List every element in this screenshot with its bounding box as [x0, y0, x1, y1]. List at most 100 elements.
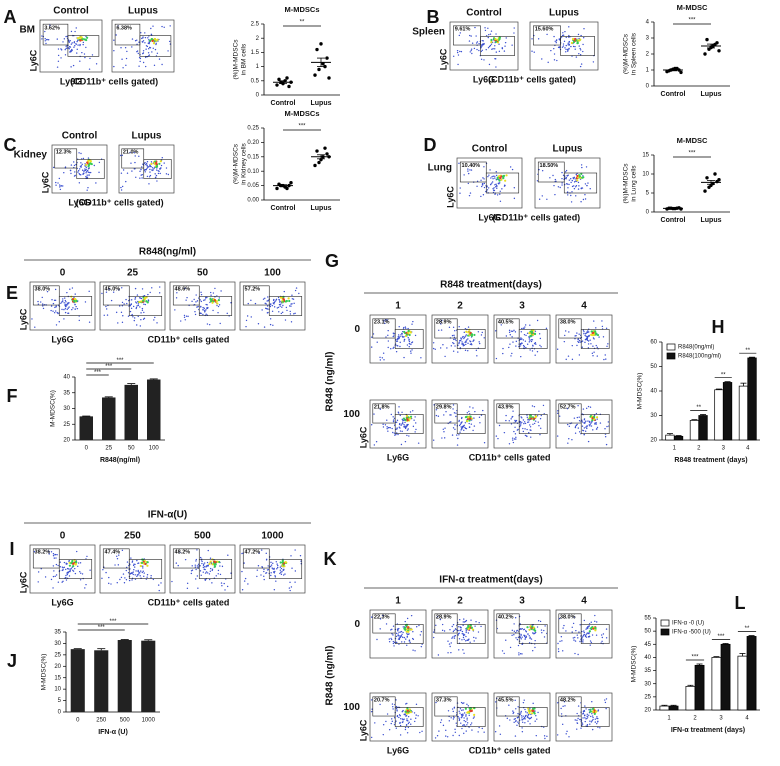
flow-dense-event [495, 40, 498, 43]
flow-event [582, 639, 584, 641]
flow-event [586, 723, 589, 726]
flow-event [505, 639, 507, 641]
flow-event [525, 636, 527, 639]
flow-event [40, 301, 42, 303]
flow-dense-event [210, 298, 213, 301]
flow-event [209, 557, 212, 559]
flow-event [565, 178, 567, 180]
flow-dense-event [408, 708, 411, 711]
flow-dense-event [578, 175, 581, 178]
flow-event [151, 167, 154, 169]
flow-event [590, 343, 592, 345]
flow-event [370, 699, 373, 701]
flow-event [216, 304, 218, 307]
flow-event [458, 717, 460, 719]
y-tick-label: 1.5 [251, 50, 260, 56]
flow-event [490, 183, 492, 186]
flow-event [146, 161, 149, 163]
flow-event [588, 625, 590, 627]
flow-dense-event [593, 709, 596, 712]
flow-event [575, 195, 577, 197]
flow-event [403, 424, 405, 426]
flow-event [194, 311, 196, 313]
flow-event [152, 47, 154, 50]
flow-event [41, 296, 43, 299]
flow-event [453, 637, 456, 639]
flow-event [272, 562, 274, 565]
y-tick-label: 25 [63, 422, 70, 428]
flow-dense-event [70, 562, 73, 565]
flow-event [75, 43, 77, 45]
flow-event [553, 184, 555, 187]
flow-event [508, 420, 510, 422]
flow-event [158, 58, 161, 60]
flow-event [37, 303, 40, 305]
data-point [705, 176, 709, 180]
flow-event [572, 45, 575, 48]
panel-letter: G [325, 251, 339, 271]
flow-event [129, 568, 131, 570]
flow-event [66, 308, 68, 311]
flow-event [567, 44, 569, 46]
flow-event [161, 63, 163, 66]
flow-event [557, 410, 559, 412]
flow-event [576, 344, 578, 347]
flow-event [399, 631, 402, 633]
flow-event [219, 573, 222, 576]
flow-event [521, 719, 523, 721]
flow-event [495, 33, 497, 35]
flow-event [395, 635, 398, 638]
x-tick-label: 1 [673, 446, 677, 452]
flow-event [456, 49, 459, 52]
gate [394, 624, 424, 644]
data-point [323, 146, 327, 150]
flow-event [584, 198, 587, 200]
flow-dense-event [408, 628, 411, 631]
gate-percent: 43.9% [498, 405, 514, 411]
flow-event [89, 569, 91, 571]
flow-event [394, 434, 396, 436]
flow-event [592, 718, 594, 721]
flow-event [564, 47, 566, 49]
flow-event [280, 312, 283, 315]
flow-event [117, 25, 119, 27]
flow-event [420, 645, 423, 648]
flow-event [477, 631, 480, 633]
flow-dense-event [530, 332, 534, 335]
x-tick-label: Control [661, 91, 686, 98]
flow-event [552, 174, 554, 177]
flow-event [370, 736, 373, 739]
flow-event [511, 330, 514, 333]
flow-event [561, 46, 564, 48]
flow-event [511, 634, 513, 637]
flow-event [521, 727, 523, 729]
flow-event [127, 572, 130, 574]
data-point [319, 42, 323, 46]
flow-event [294, 312, 296, 315]
flow-event [476, 185, 478, 188]
flow-event [206, 561, 209, 564]
flow-event [529, 340, 531, 342]
gate-percent: 57.2% [245, 287, 261, 293]
flow-event [221, 585, 223, 587]
flow-event [269, 565, 272, 568]
x-axis-label: Ly6G [387, 452, 409, 462]
flow-event [120, 189, 123, 191]
flow-event [525, 334, 527, 337]
flow-event [421, 730, 423, 733]
flow-event [154, 173, 156, 175]
y-tick-label: 0 [646, 84, 650, 90]
flow-event [470, 722, 473, 724]
flow-plot-frame [431, 314, 489, 364]
flow-dense-event [154, 161, 158, 165]
flow-event [460, 50, 463, 53]
flow-event [495, 357, 498, 360]
flow-event [596, 426, 599, 429]
flow-event [126, 561, 129, 563]
flow-event [512, 710, 514, 712]
flow-event [583, 630, 585, 632]
flow-dense-event [87, 165, 90, 168]
flow-event [68, 48, 70, 50]
gate [394, 329, 424, 349]
flow-event [186, 587, 189, 590]
